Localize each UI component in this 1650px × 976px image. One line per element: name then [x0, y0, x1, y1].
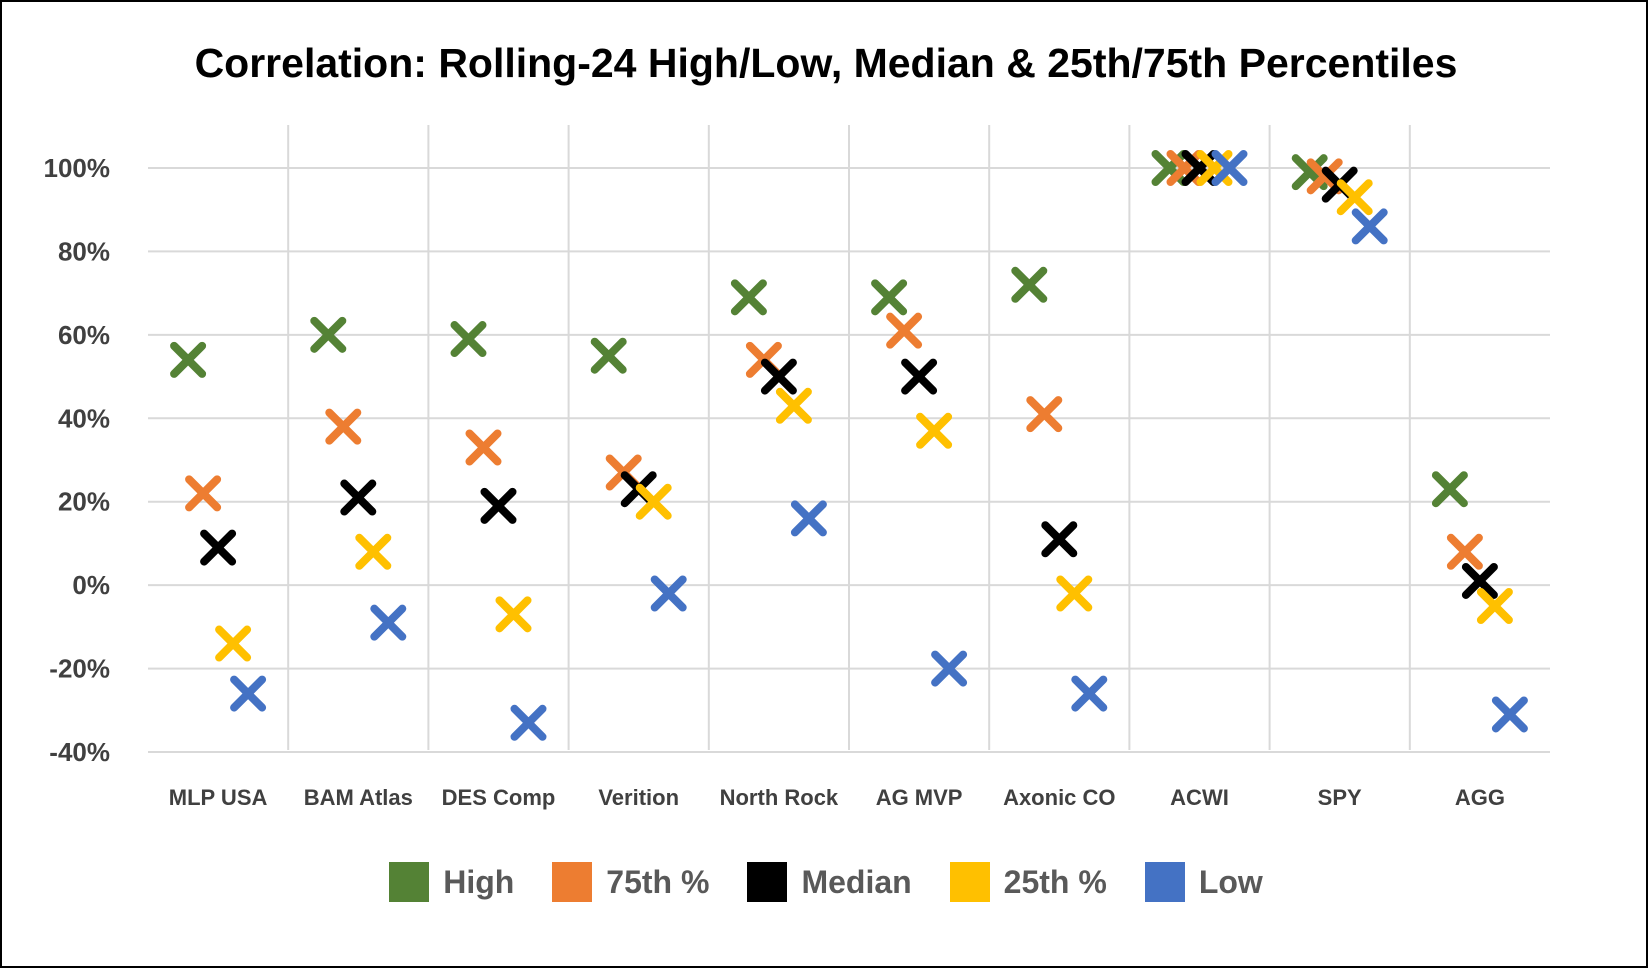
- data-point-low: [1351, 208, 1388, 245]
- y-tick-label: -40%: [49, 737, 110, 767]
- legend-item: 75th %: [552, 862, 709, 902]
- x-tick-label: Axonic CO: [1003, 785, 1115, 810]
- y-tick-label: 20%: [58, 487, 110, 517]
- data-point-75th: [886, 312, 923, 349]
- data-point-25th: [635, 483, 672, 520]
- data-point-low: [370, 604, 407, 641]
- x-tick-label: AGG: [1455, 785, 1505, 810]
- data-point-low: [1071, 675, 1108, 712]
- data-point-75th: [325, 408, 362, 445]
- x-tick-label: Verition: [598, 785, 679, 810]
- legend-swatch: [949, 862, 990, 902]
- data-point-high: [450, 321, 487, 358]
- data-point-25th: [775, 387, 812, 424]
- data-point-high: [590, 337, 627, 374]
- marks-layer: [170, 150, 1528, 741]
- data-point-high: [1431, 471, 1468, 508]
- y-tick-label: 80%: [58, 236, 110, 266]
- data-point-median: [200, 529, 237, 566]
- data-point-25th: [1336, 179, 1373, 216]
- legend: High 75th % Median 25th % Low: [2, 862, 1650, 902]
- legend-item: High: [389, 862, 514, 902]
- x-tick-label: BAM Atlas: [304, 785, 413, 810]
- data-point-low: [790, 500, 827, 537]
- legend-label: 25th %: [1003, 863, 1107, 900]
- data-point-median: [1041, 521, 1078, 558]
- legend-swatch: [747, 862, 788, 902]
- data-point-75th: [465, 429, 502, 466]
- data-point-25th: [1056, 575, 1093, 612]
- legend-label: 75th %: [606, 863, 710, 900]
- data-point-median: [340, 479, 377, 516]
- data-point-low: [1211, 150, 1248, 186]
- legend-item: 25th %: [949, 862, 1107, 902]
- legend-swatch: [552, 862, 593, 902]
- data-point-median: [760, 358, 797, 395]
- y-tick-label: 0%: [72, 570, 110, 600]
- data-point-25th: [1476, 588, 1513, 624]
- legend-label: Median: [801, 863, 912, 900]
- y-tick-label: 100%: [44, 153, 111, 183]
- legend-item: Low: [1144, 862, 1263, 902]
- grid-layer: [148, 125, 1550, 753]
- data-point-median: [901, 358, 938, 395]
- data-point-median: [1461, 562, 1498, 599]
- data-point-high: [871, 279, 908, 316]
- data-point-low: [230, 675, 267, 712]
- data-point-median: [480, 487, 517, 524]
- x-tick-label: DES Comp: [442, 785, 556, 810]
- data-point-75th: [1446, 533, 1483, 570]
- x-tick-label: AG MVP: [876, 785, 963, 810]
- data-point-high: [310, 316, 347, 353]
- data-point-25th: [916, 412, 953, 449]
- data-point-25th: [495, 596, 532, 633]
- data-point-high: [170, 341, 207, 378]
- chart-title: Correlation: Rolling-24 High/Low, Median…: [194, 40, 1458, 86]
- x-tick-label: ACWI: [1170, 785, 1229, 810]
- x-tick-label: MLP USA: [169, 785, 268, 810]
- data-point-low: [650, 575, 687, 612]
- y-tick-label: -20%: [49, 654, 110, 684]
- data-point-75th: [1026, 396, 1063, 433]
- data-point-25th: [355, 533, 392, 570]
- legend-swatch: [1144, 862, 1185, 902]
- y-tick-label: 40%: [58, 403, 110, 433]
- legend-label: High: [443, 863, 515, 900]
- data-point-low: [510, 704, 547, 741]
- legend-item: Median: [747, 862, 912, 902]
- data-point-low: [1491, 696, 1528, 733]
- x-tick-label: North Rock: [720, 785, 839, 810]
- legend-swatch: [389, 862, 430, 902]
- data-point-25th: [215, 625, 252, 662]
- data-point-high: [730, 279, 767, 316]
- data-point-high: [1011, 266, 1048, 303]
- legend-label: Low: [1198, 863, 1263, 900]
- axis-labels: 100% 80% 60% 40% 20% 0% -20% -40% MLP USA BAM Atl…: [44, 153, 1505, 810]
- data-point-low: [931, 650, 968, 687]
- x-tick-label: SPY: [1318, 785, 1362, 810]
- data-point-75th: [185, 475, 222, 512]
- y-tick-label: 60%: [58, 320, 110, 350]
